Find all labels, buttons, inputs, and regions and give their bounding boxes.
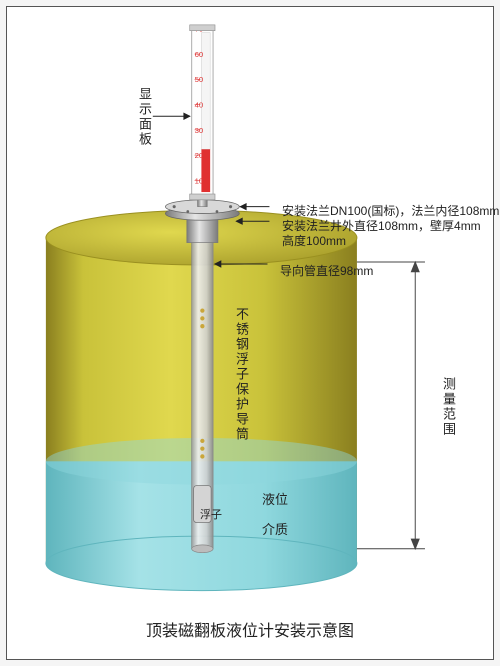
label-flange-3: 高度100mm [282,232,346,249]
label-guide-diameter: 导向管直径98mm [280,262,373,279]
label-protection-tube: 不锈钢浮子保护导筒 [232,307,251,442]
label-measure-range: 测量范围 [439,377,458,437]
svg-text:30: 30 [195,126,204,135]
indicator-dot [200,309,204,313]
svg-text:40: 40 [195,100,204,109]
svg-text:10: 10 [195,176,204,185]
svg-text:50: 50 [195,75,204,84]
display-panel: 10203040506070 [190,25,215,200]
caption: 顶装磁翻板液位计安装示意图 [7,617,493,641]
label-display-panel: 显示面板 [135,87,154,147]
diagram-frame: 10203040506070 显示面板 安装法兰DN100(国标)，法兰内径10… [6,6,494,660]
dimension-measure-range [357,262,425,549]
label-liquid-level: 液位 [262,489,288,508]
svg-text:20: 20 [195,151,204,160]
label-float: 浮子 [200,506,222,522]
label-medium: 介质 [262,519,288,538]
svg-text:60: 60 [195,50,204,59]
